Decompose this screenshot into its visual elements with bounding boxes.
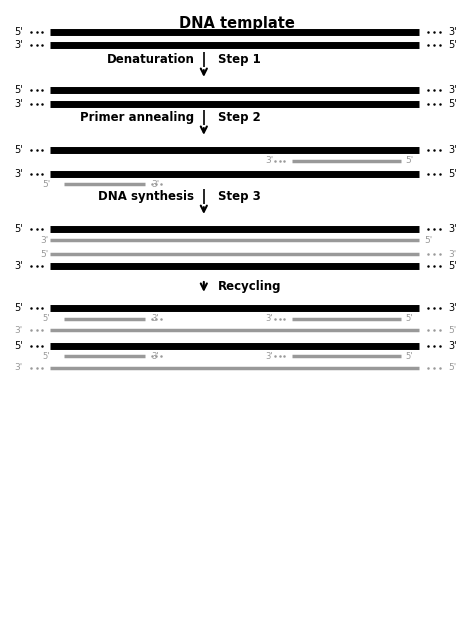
Text: 5': 5' (43, 180, 51, 189)
Text: DNA template: DNA template (179, 16, 295, 31)
Text: 3': 3' (448, 145, 456, 155)
Text: 3': 3' (14, 363, 22, 372)
Text: Primer annealing: Primer annealing (80, 111, 194, 123)
Text: 3': 3' (448, 27, 456, 37)
Text: 5': 5' (405, 156, 413, 165)
Text: 5': 5' (448, 363, 456, 372)
Text: 3': 3' (152, 180, 160, 189)
Text: 3': 3' (448, 250, 456, 259)
Text: 3': 3' (152, 352, 159, 361)
Text: Step 1: Step 1 (218, 53, 261, 65)
Text: 5': 5' (40, 250, 48, 259)
Text: 5': 5' (405, 352, 413, 361)
Text: 5': 5' (14, 303, 23, 313)
Text: 3': 3' (265, 315, 273, 323)
Text: 3': 3' (40, 236, 48, 245)
Text: 5': 5' (43, 352, 50, 361)
Text: 3': 3' (265, 156, 273, 165)
Text: Step 3: Step 3 (218, 190, 261, 202)
Text: 5': 5' (14, 224, 23, 234)
Text: 3': 3' (14, 169, 23, 179)
Text: 3': 3' (14, 99, 23, 109)
Text: Recycling: Recycling (218, 280, 282, 293)
Text: 3': 3' (14, 40, 23, 50)
Text: 5': 5' (448, 40, 456, 50)
Text: 5': 5' (424, 236, 432, 245)
Text: 5': 5' (448, 261, 456, 271)
Text: 3': 3' (448, 303, 456, 313)
Text: 3': 3' (14, 326, 22, 335)
Text: 3': 3' (265, 352, 273, 361)
Text: 5': 5' (448, 169, 456, 179)
Text: 5': 5' (448, 326, 456, 335)
Text: DNA synthesis: DNA synthesis (98, 190, 194, 202)
Text: 5': 5' (405, 315, 413, 323)
Text: Step 2: Step 2 (218, 111, 261, 123)
Text: 3': 3' (448, 341, 456, 351)
Text: 5': 5' (448, 99, 456, 109)
Text: 5': 5' (14, 341, 23, 351)
Text: 3': 3' (152, 315, 159, 323)
Text: 5': 5' (14, 85, 23, 95)
Text: 3': 3' (448, 224, 456, 234)
Text: 5': 5' (14, 145, 23, 155)
Text: Denaturation: Denaturation (107, 53, 194, 65)
Text: 5': 5' (43, 315, 50, 323)
Text: 3': 3' (448, 85, 456, 95)
Text: 3': 3' (14, 261, 23, 271)
Text: 5': 5' (14, 27, 23, 37)
